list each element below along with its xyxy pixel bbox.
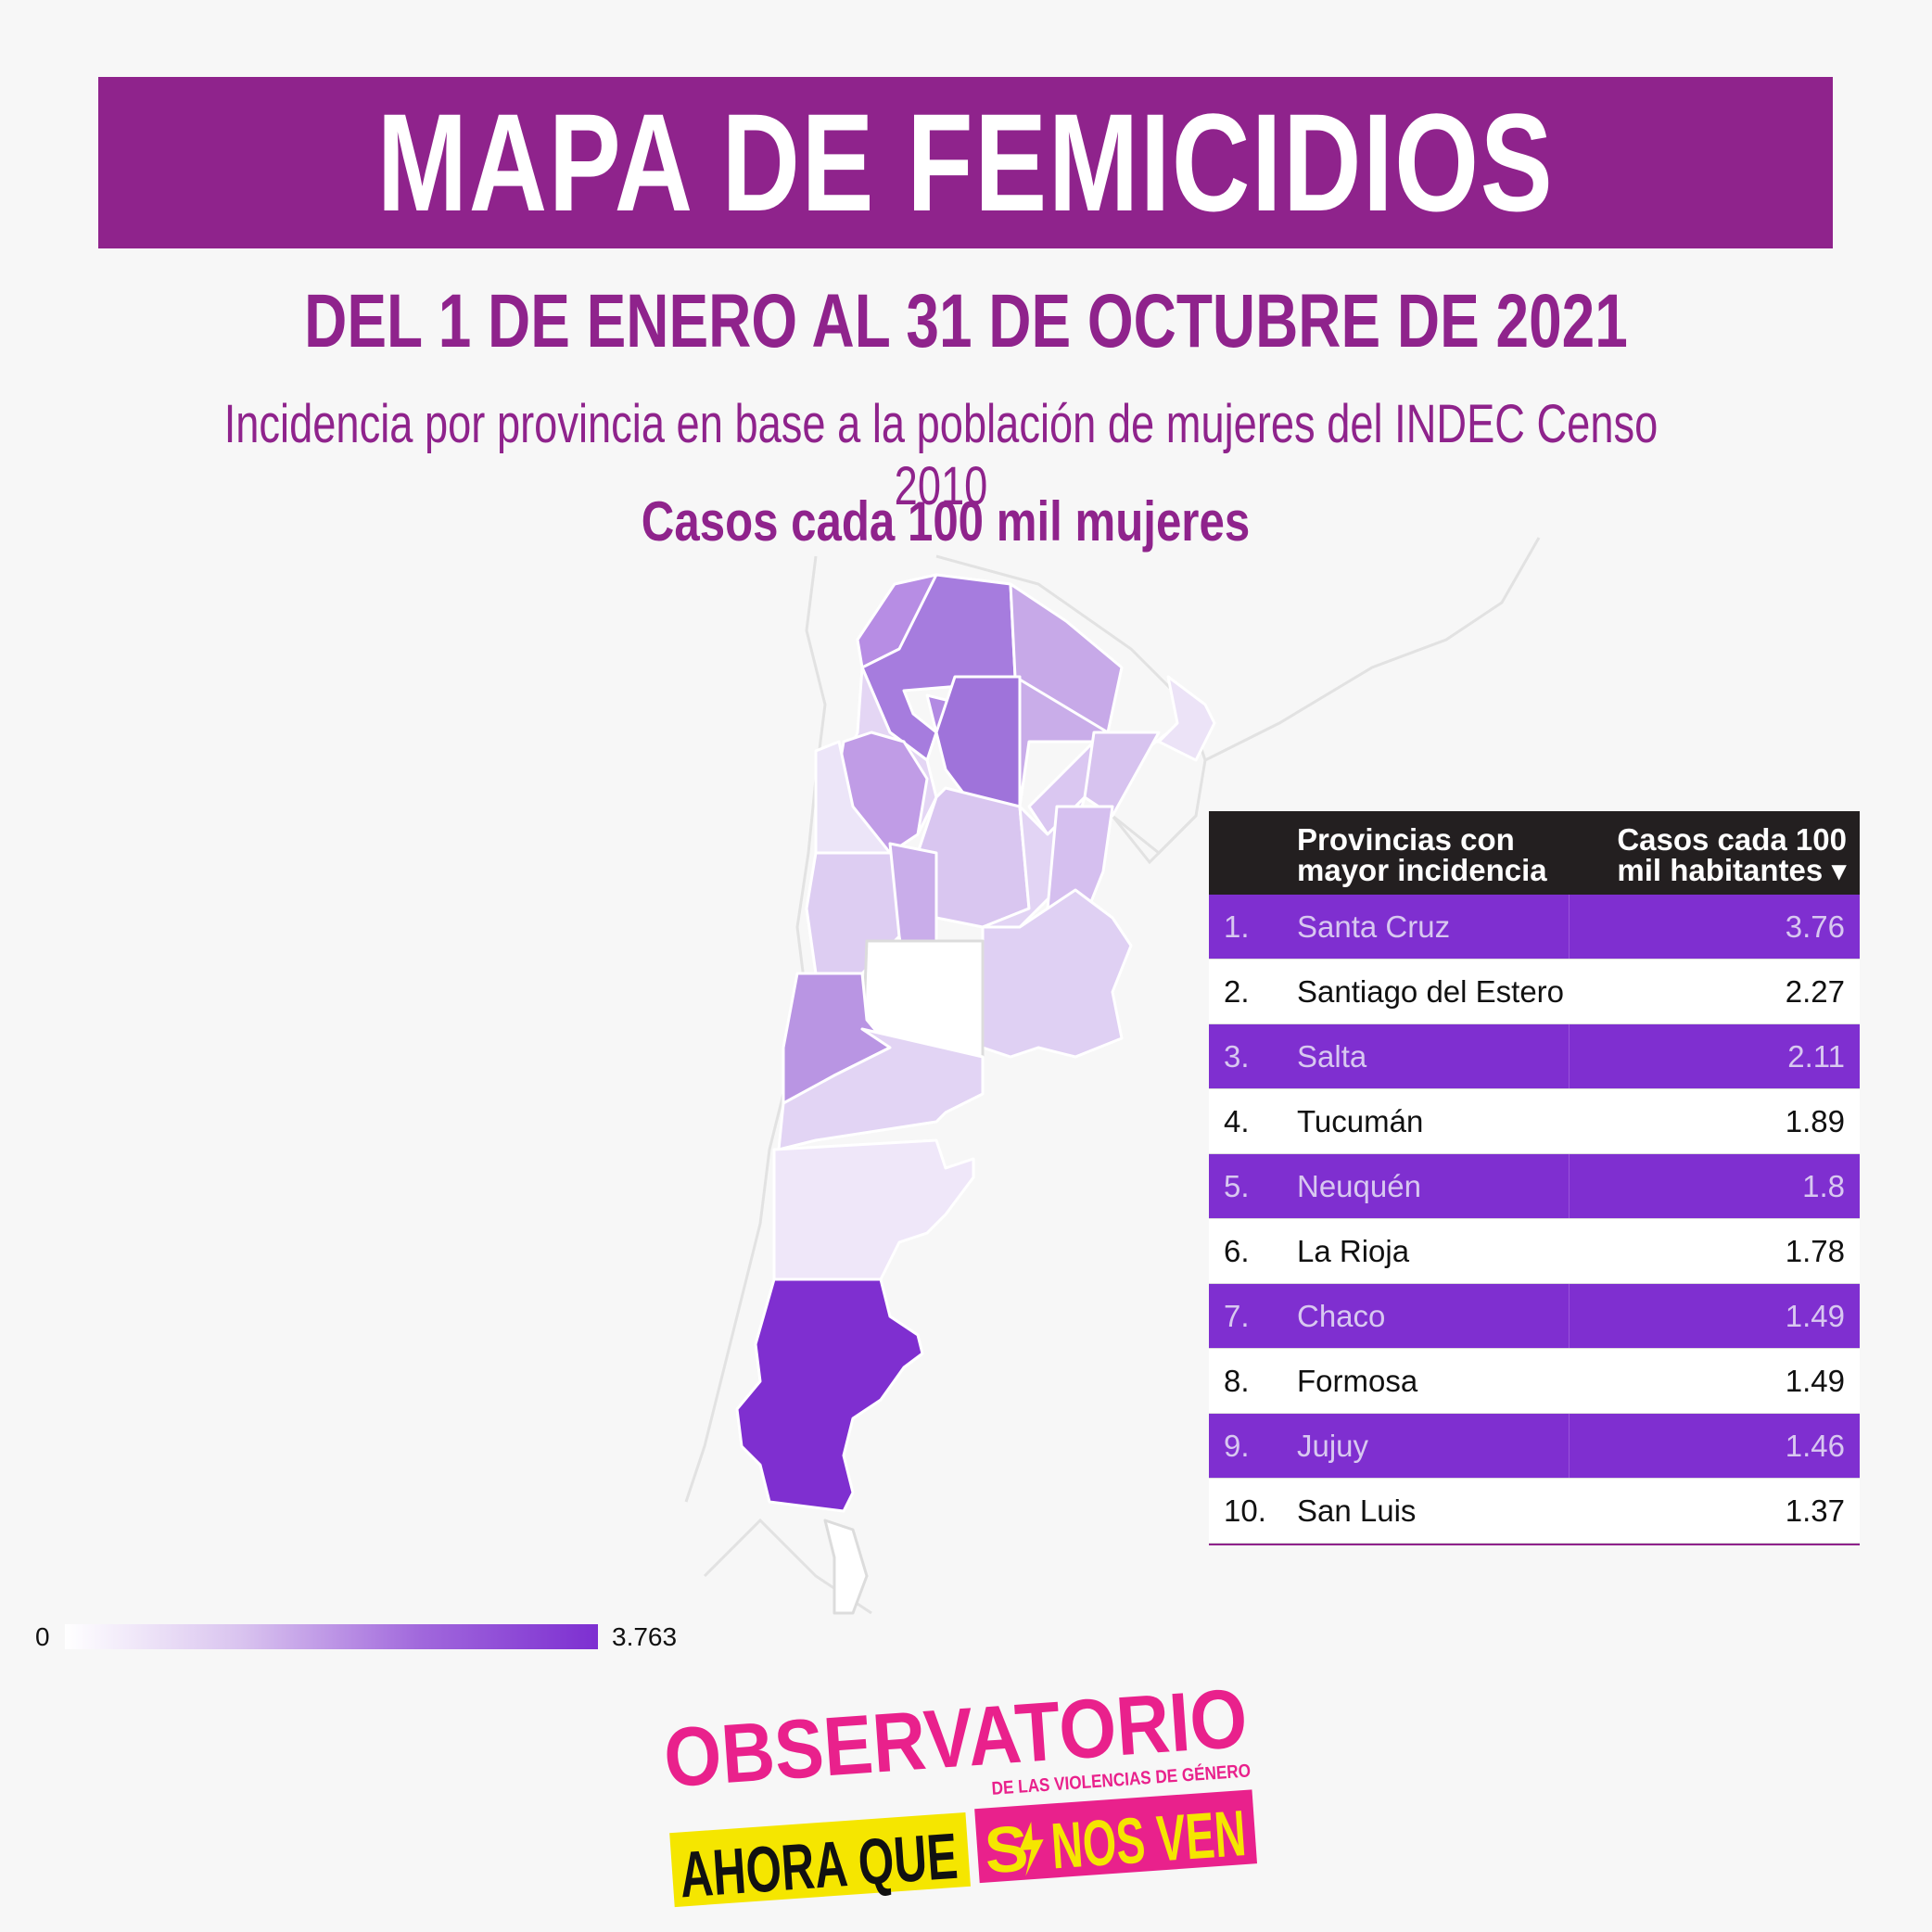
province-corrientes2 bbox=[1083, 731, 1161, 818]
observatorio-logo: OBSERVATORIO DE LAS VIOLENCIAS DE GÉNERO… bbox=[661, 1672, 1258, 1912]
table-row: 5. Neuquén 1.8 bbox=[1209, 1154, 1860, 1219]
row-value: 3.76 bbox=[1785, 909, 1845, 944]
row-value: 1.37 bbox=[1785, 1493, 1845, 1528]
page-title: MAPA DE FEMICIDIOS bbox=[376, 84, 1555, 240]
row-province: San Luis bbox=[1297, 1493, 1417, 1528]
province-buenos-aires bbox=[981, 888, 1133, 1059]
sort-down-icon[interactable]: ▾ bbox=[1823, 853, 1847, 887]
row-separator bbox=[1569, 1414, 1570, 1478]
province-entre-rios bbox=[1046, 805, 1114, 920]
row-rank: 2. bbox=[1224, 974, 1250, 1009]
row-value: 2.11 bbox=[1787, 1039, 1845, 1074]
row-province: Santiago del Estero bbox=[1297, 974, 1565, 1009]
row-province: Salta bbox=[1297, 1039, 1367, 1074]
row-value: 1.89 bbox=[1785, 1104, 1845, 1138]
row-rank: 4. bbox=[1224, 1104, 1250, 1138]
row-rank: 8. bbox=[1224, 1364, 1250, 1398]
row-value: 2.27 bbox=[1785, 974, 1845, 1009]
description: Incidencia por provincia en base a la po… bbox=[223, 394, 1659, 516]
scale-min-label: 0 bbox=[35, 1622, 50, 1651]
column-header-rate[interactable]: Casos cada 100 mil habitantes ▾ bbox=[1569, 824, 1847, 885]
row-province: Formosa bbox=[1297, 1364, 1418, 1398]
province-santa-cruz bbox=[735, 1277, 924, 1513]
row-rank: 5. bbox=[1224, 1169, 1250, 1203]
table-row: 7. Chaco 1.49 bbox=[1209, 1284, 1860, 1349]
table-row: 10. San Luis 1.37 bbox=[1209, 1479, 1860, 1544]
row-province: Chaco bbox=[1297, 1299, 1386, 1333]
row-value: 1.49 bbox=[1785, 1364, 1845, 1398]
row-separator bbox=[1569, 1024, 1570, 1088]
lightning-icon bbox=[1019, 1822, 1044, 1876]
province-chubut bbox=[772, 1138, 975, 1281]
row-value: 1.46 bbox=[1785, 1429, 1845, 1463]
table-row: 6. La Rioja 1.78 bbox=[1209, 1219, 1860, 1284]
province-misiones bbox=[1157, 675, 1216, 762]
table-row: 8. Formosa 1.49 bbox=[1209, 1349, 1860, 1414]
row-rank: 6. bbox=[1224, 1234, 1250, 1268]
row-province: La Rioja bbox=[1297, 1234, 1410, 1268]
logo-line3c: NOS VEN bbox=[1049, 1797, 1248, 1882]
table-row: 3. Salta 2.11 bbox=[1209, 1024, 1860, 1089]
scale-max-label: 3.763 bbox=[612, 1622, 678, 1651]
row-rank: 1. bbox=[1224, 909, 1250, 944]
row-value: 1.49 bbox=[1785, 1299, 1845, 1333]
table-row: 4. Tucumán 1.89 bbox=[1209, 1089, 1860, 1154]
color-scale-bar bbox=[65, 1624, 598, 1649]
table-header: Provincias con mayor incidencia Casos ca… bbox=[1209, 811, 1860, 895]
table-bottom-rule bbox=[1209, 1544, 1860, 1545]
column-header-rate-label: Casos cada 100 mil habitantes bbox=[1617, 822, 1847, 887]
column-header-province[interactable]: Provincias con mayor incidencia bbox=[1297, 822, 1547, 887]
row-value: 1.78 bbox=[1785, 1234, 1845, 1268]
row-rank: 3. bbox=[1224, 1039, 1250, 1074]
row-province: Jujuy bbox=[1297, 1429, 1369, 1463]
row-separator bbox=[1569, 1284, 1570, 1348]
table-row: 9. Jujuy 1.46 bbox=[1209, 1414, 1860, 1479]
province-santiago bbox=[934, 675, 1022, 808]
row-province: Neuquén bbox=[1297, 1169, 1421, 1203]
date-range-subtitle: DEL 1 DE ENERO AL 31 DE OCTUBRE DE 2021 bbox=[304, 279, 1628, 363]
row-province: Santa Cruz bbox=[1297, 909, 1451, 944]
row-rank: 9. bbox=[1224, 1429, 1250, 1463]
row-province: Tucumán bbox=[1297, 1104, 1424, 1138]
row-separator bbox=[1569, 895, 1570, 959]
ranking-table: Provincias con mayor incidencia Casos ca… bbox=[1209, 811, 1860, 1545]
map-legend-title: Casos cada 100 mil mujeres bbox=[641, 490, 1251, 553]
table-row: 2. Santiago del Estero 2.27 bbox=[1209, 960, 1860, 1024]
row-rank: 7. bbox=[1224, 1299, 1250, 1333]
province-rio-negro bbox=[777, 1027, 985, 1151]
row-rank: 10. bbox=[1224, 1493, 1266, 1528]
table-row: 1. Santa Cruz 3.76 bbox=[1209, 895, 1860, 960]
row-separator bbox=[1569, 1154, 1570, 1218]
title-banner bbox=[98, 77, 1833, 248]
row-value: 1.8 bbox=[1802, 1169, 1845, 1203]
province-tierra-del-fuego bbox=[823, 1519, 869, 1615]
